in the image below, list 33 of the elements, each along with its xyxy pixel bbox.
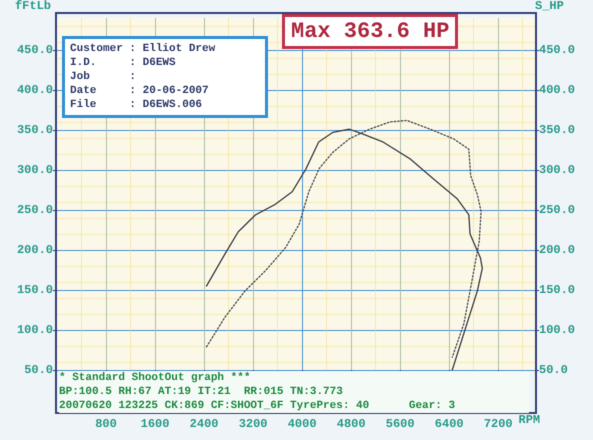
x-tick-label: 3200 — [238, 417, 268, 431]
x-tick-label: 1600 — [140, 417, 170, 431]
x-axis-title: RPM — [518, 413, 540, 427]
y2-tick-label: 100.0 — [539, 323, 576, 337]
y-axis-title: fFtLb — [14, 0, 51, 13]
y-tick-label: 50.0 — [24, 363, 53, 377]
y2-tick-label: 300.0 — [539, 163, 576, 177]
y2-tick-label: 350.0 — [539, 123, 576, 137]
y-tick-label: 150.0 — [16, 283, 53, 297]
max-power-panel: Max 363.6 HP — [282, 14, 458, 49]
y-tick-label: 200.0 — [16, 243, 53, 257]
y2-tick-label: 400.0 — [539, 83, 576, 97]
y-tick-label: 250.0 — [16, 203, 53, 217]
info-panel: Customer : Elliot Drew I.D. : D6EWS Job : Date : 20-06-2007 File : D6EWS.006 — [62, 36, 268, 118]
x-tick-label: 2400 — [190, 417, 218, 431]
y2-axis-title: S_HP — [535, 0, 564, 13]
y2-tick-label: 200.0 — [539, 243, 576, 257]
y-tick-label: 300.0 — [16, 163, 53, 177]
y-tick-label: 100.0 — [16, 323, 53, 337]
y-tick-label: 450.0 — [16, 43, 53, 57]
test-info-panel: * Standard ShootOut graph *** BP:100.5 RH:67 AT:19 IT:21 RR:015 TN:3.773 20070620 123225 CK:869 CF:SHOOT_6F TyrePres: 40 Gear: 3 — [59, 371, 529, 413]
x-tick-label: 6400 — [434, 417, 464, 431]
y-tick-label: 350.0 — [16, 123, 53, 137]
y2-tick-label: 250.0 — [539, 203, 576, 217]
y2-tick-label: 50.0 — [539, 363, 568, 377]
x-tick-label: 4000 — [288, 417, 317, 431]
y2-tick-label: 150.0 — [539, 283, 576, 297]
x-tick-label: 4800 — [336, 417, 366, 431]
y-tick-label: 400.0 — [16, 83, 53, 97]
x-tick-label: 800 — [95, 417, 117, 431]
y2-tick-label: 450.0 — [539, 43, 576, 57]
x-tick-label: 5600 — [386, 417, 415, 431]
x-tick-label: 7200 — [484, 417, 513, 431]
